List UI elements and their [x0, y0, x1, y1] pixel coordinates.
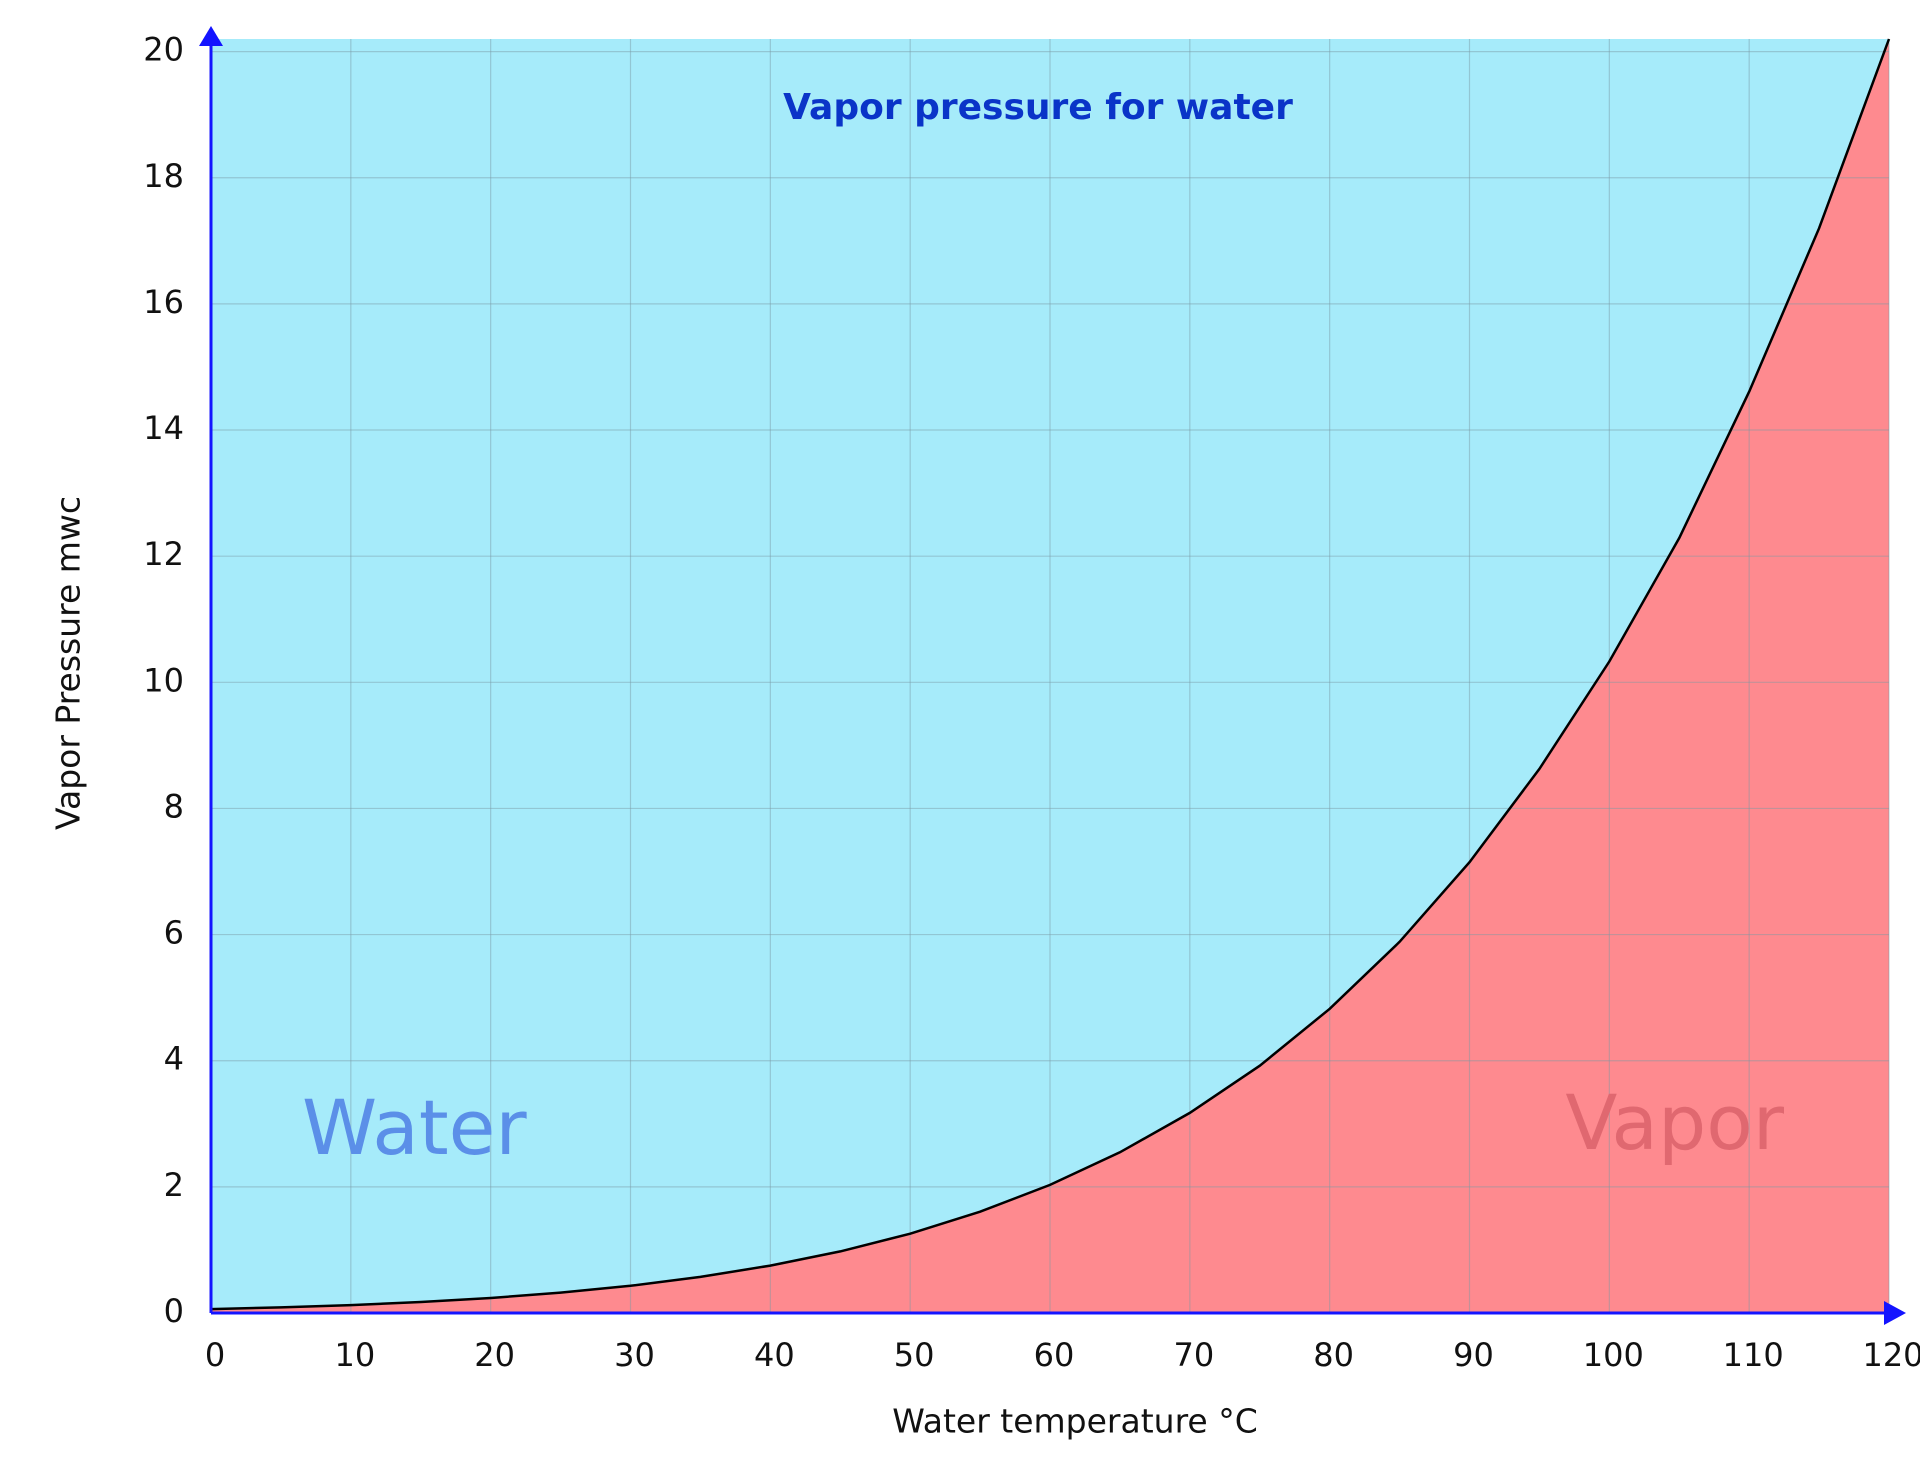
y-tick-label: 16	[143, 283, 184, 321]
x-tick-label: 40	[754, 1336, 795, 1374]
y-tick-label: 4	[164, 1040, 184, 1078]
area	[211, 39, 1889, 1313]
y-axis-label: Vapor Pressure mwc	[49, 496, 88, 830]
x-tick-label: 50	[894, 1336, 935, 1374]
y-tick-label: 18	[143, 157, 184, 195]
y-tick-label: 8	[164, 787, 184, 825]
x-tick-label: 60	[1034, 1336, 1075, 1374]
x-tick-label: 80	[1313, 1336, 1354, 1374]
x-tick-label: 90	[1453, 1336, 1494, 1374]
line	[210, 38, 1891, 1311]
x-axis-arrow	[1884, 1301, 1906, 1325]
x-tick-label: 20	[474, 1336, 515, 1374]
y-tick-label: 14	[143, 409, 184, 447]
x-tick-label: 10	[334, 1336, 375, 1374]
y-axis-arrow	[199, 26, 223, 46]
x-tick-label: 70	[1173, 1336, 1214, 1374]
y-tick-label: 0	[164, 1292, 184, 1330]
y-tick-label: 12	[143, 535, 184, 573]
annotation: Water	[302, 1083, 527, 1172]
x-tick-label: 120	[1862, 1336, 1920, 1374]
x-tick-label: 30	[614, 1336, 655, 1374]
annotation: Vapor	[1565, 1078, 1784, 1167]
y-tick-label: 6	[164, 914, 184, 952]
x-axis-label: Water temperature °C	[892, 1402, 1258, 1441]
y-tick-label: 20	[143, 31, 184, 69]
x-tick-label: 0	[205, 1336, 225, 1374]
chart-title: Vapor pressure for water	[783, 87, 1293, 128]
x-tick-label: 100	[1583, 1336, 1644, 1374]
y-tick-label: 10	[143, 661, 184, 699]
y-tick-label: 2	[164, 1166, 184, 1204]
x-tick-label: 110	[1723, 1336, 1784, 1374]
